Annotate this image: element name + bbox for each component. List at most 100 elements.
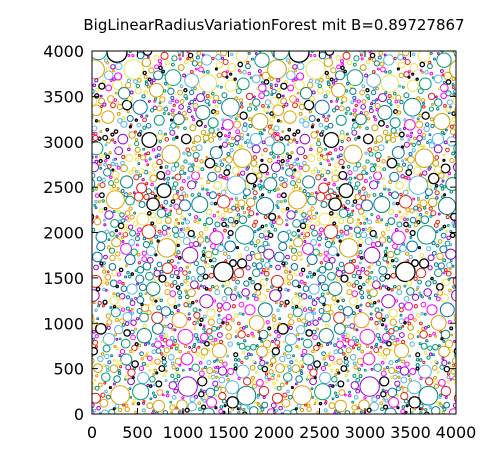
data-point bbox=[138, 168, 145, 175]
data-point bbox=[435, 400, 439, 404]
data-point bbox=[309, 368, 318, 377]
data-point bbox=[399, 99, 404, 105]
data-point bbox=[238, 301, 245, 308]
data-point bbox=[159, 334, 163, 338]
data-point bbox=[374, 141, 378, 145]
data-point bbox=[153, 368, 157, 373]
data-point bbox=[323, 361, 328, 367]
data-point bbox=[272, 155, 276, 159]
data-point bbox=[195, 105, 211, 121]
data-point bbox=[346, 207, 350, 212]
data-point bbox=[214, 165, 222, 173]
data-point bbox=[109, 187, 114, 191]
data-point bbox=[246, 133, 250, 137]
data-point bbox=[256, 401, 260, 405]
data-point bbox=[302, 188, 307, 193]
data-point bbox=[385, 222, 389, 227]
data-point bbox=[261, 268, 266, 272]
data-point bbox=[373, 145, 379, 152]
data-point bbox=[318, 282, 322, 286]
data-point bbox=[166, 233, 171, 238]
data-point bbox=[362, 352, 376, 366]
data-point bbox=[314, 398, 319, 403]
data-point bbox=[131, 54, 135, 58]
data-point bbox=[105, 154, 111, 160]
data-point bbox=[94, 119, 99, 123]
data-point bbox=[261, 104, 265, 108]
data-point bbox=[387, 94, 392, 99]
data-point bbox=[180, 282, 184, 287]
data-point bbox=[179, 84, 184, 89]
data-point bbox=[330, 67, 337, 74]
data-point bbox=[438, 401, 442, 405]
data-point bbox=[129, 300, 136, 306]
data-point bbox=[375, 327, 379, 331]
data-point bbox=[114, 178, 120, 184]
data-point bbox=[221, 97, 240, 117]
data-point bbox=[351, 204, 355, 208]
data-point bbox=[301, 348, 308, 355]
data-point bbox=[211, 257, 217, 263]
data-point bbox=[167, 87, 175, 95]
data-point bbox=[151, 148, 156, 152]
data-point bbox=[379, 376, 390, 387]
data-point bbox=[441, 359, 448, 366]
data-point bbox=[106, 245, 111, 250]
data-point bbox=[105, 313, 111, 319]
data-point bbox=[136, 227, 142, 233]
data-point bbox=[128, 309, 132, 313]
data-point bbox=[237, 376, 241, 381]
data-point bbox=[231, 166, 240, 175]
data-point bbox=[281, 398, 291, 408]
data-point bbox=[346, 60, 352, 66]
data-point bbox=[252, 334, 256, 338]
data-point bbox=[107, 360, 112, 365]
data-point bbox=[179, 169, 185, 175]
data-point bbox=[215, 375, 219, 379]
data-point bbox=[99, 261, 104, 266]
data-point bbox=[385, 125, 389, 128]
data-point bbox=[265, 361, 269, 365]
data-point bbox=[331, 360, 336, 365]
data-point bbox=[141, 177, 145, 182]
data-point bbox=[251, 144, 261, 154]
data-point bbox=[380, 231, 386, 236]
data-point bbox=[102, 134, 109, 141]
data-point bbox=[357, 367, 362, 372]
data-point bbox=[236, 213, 241, 217]
data-point bbox=[268, 333, 272, 337]
data-point bbox=[177, 64, 185, 71]
data-point bbox=[99, 398, 109, 408]
data-point bbox=[252, 190, 258, 196]
data-point bbox=[135, 274, 145, 284]
data-point bbox=[220, 51, 228, 57]
data-point bbox=[390, 259, 395, 263]
data-point bbox=[187, 229, 195, 238]
data-point bbox=[286, 70, 296, 81]
data-point bbox=[279, 304, 283, 308]
data-point bbox=[392, 109, 399, 115]
data-point bbox=[345, 199, 351, 205]
data-point bbox=[176, 250, 181, 255]
data-point bbox=[173, 252, 178, 257]
data-point bbox=[196, 286, 201, 290]
data-point bbox=[382, 167, 387, 172]
data-point bbox=[279, 300, 284, 306]
data-point bbox=[150, 191, 155, 196]
data-point bbox=[409, 236, 413, 239]
data-point bbox=[111, 138, 115, 142]
data-point bbox=[268, 369, 274, 375]
data-point bbox=[352, 112, 357, 117]
data-point bbox=[241, 350, 246, 355]
data-point bbox=[108, 247, 116, 254]
data-point bbox=[153, 97, 158, 101]
data-point bbox=[142, 147, 146, 151]
data-point bbox=[123, 223, 128, 228]
data-point bbox=[336, 186, 340, 190]
data-point bbox=[178, 267, 184, 272]
data-point bbox=[406, 187, 410, 191]
data-point bbox=[318, 212, 332, 226]
data-point bbox=[149, 241, 154, 245]
data-point bbox=[369, 52, 376, 59]
data-point bbox=[251, 268, 261, 278]
